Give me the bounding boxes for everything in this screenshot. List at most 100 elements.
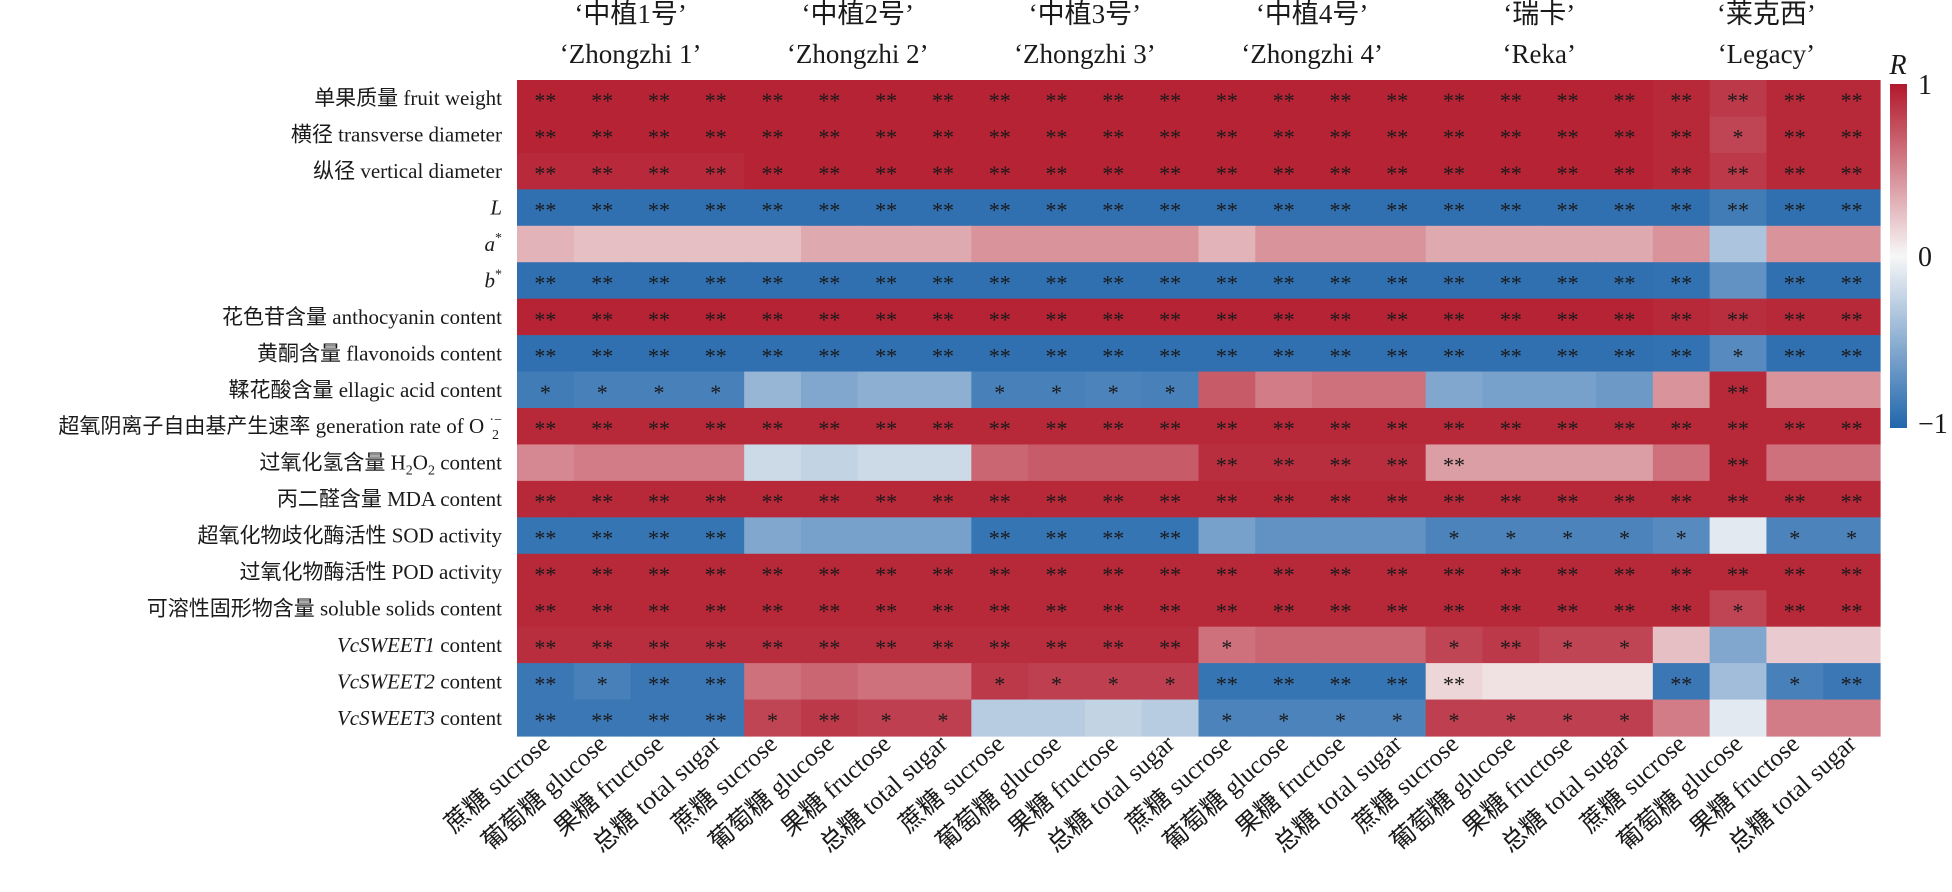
significance-mark: ** [1046, 343, 1068, 368]
heatmap-cell [687, 408, 745, 446]
significance-mark: ** [762, 343, 784, 368]
significance-mark: ** [1159, 198, 1181, 223]
heatmap-cell [800, 699, 859, 737]
significance-mark: ** [1159, 489, 1181, 514]
significance-mark: ** [534, 671, 556, 696]
heatmap-cell [857, 189, 916, 227]
significance-mark: ** [932, 562, 954, 587]
heatmap-cell [517, 480, 575, 518]
significance-mark: * [1505, 526, 1516, 551]
significance-mark: ** [875, 161, 897, 186]
row-label: 过氧化物酶活性 POD activity [240, 560, 503, 584]
heatmap-cell [857, 262, 916, 300]
significance-mark: ** [1784, 270, 1806, 295]
significance-marks: ** ** ** ** ** ** ** ** ** ** ** ** ** ** ** ** ** ** ** **… [534, 88, 1862, 733]
heatmap-cell [1312, 225, 1370, 263]
heatmap-cell [744, 152, 802, 190]
heatmap-cell [687, 189, 745, 227]
colorbar-tick-zero: 0 [1918, 242, 1932, 273]
heatmap-cell [1368, 626, 1427, 664]
significance-mark: ** [1046, 598, 1068, 623]
significance-mark: * [1562, 708, 1573, 733]
heatmap-cell [573, 152, 632, 190]
significance-mark: ** [1273, 125, 1295, 150]
heatmap-cell [971, 663, 1029, 701]
significance-mark: ** [1216, 161, 1238, 186]
significance-mark: ** [705, 562, 727, 587]
significance-mark: ** [1386, 489, 1408, 514]
heatmap-cell [1425, 189, 1484, 227]
heatmap-cell [1425, 590, 1484, 628]
heatmap-cell [971, 408, 1029, 446]
heatmap-cell [517, 517, 575, 555]
significance-mark: ** [1386, 270, 1408, 295]
significance-mark: ** [648, 198, 670, 223]
significance-mark: ** [1216, 671, 1238, 696]
significance-mark: ** [762, 562, 784, 587]
significance-mark: ** [762, 88, 784, 113]
heatmap-cell [573, 480, 632, 518]
heatmap-cell [1425, 480, 1484, 518]
significance-mark: ** [1273, 416, 1295, 441]
heatmap-cell [1141, 517, 1200, 555]
significance-mark: ** [1557, 125, 1579, 150]
significance-mark: ** [1500, 88, 1522, 113]
heatmap-cell [971, 480, 1029, 518]
significance-mark: ** [1443, 489, 1465, 514]
significance-mark: ** [1500, 198, 1522, 223]
significance-mark: ** [648, 416, 670, 441]
significance-mark: ** [1216, 307, 1238, 332]
significance-mark: ** [534, 161, 556, 186]
significance-mark: ** [989, 88, 1011, 113]
significance-mark: * [1676, 526, 1687, 551]
heatmap-cell [1766, 80, 1824, 118]
significance-mark: * [937, 708, 948, 733]
significance-mark: * [994, 380, 1005, 405]
heatmap-cell [1482, 699, 1540, 737]
significance-mark: ** [1841, 489, 1863, 514]
significance-mark: ** [1670, 88, 1692, 113]
heatmap-cell [1198, 408, 1256, 446]
significance-mark: ** [648, 88, 670, 113]
heatmap-cell [800, 444, 859, 482]
heatmap-cell [1312, 626, 1370, 664]
colorbar-tick-max: 1 [1918, 70, 1932, 101]
heatmap-cell [1482, 262, 1540, 300]
heatmap-cell [1823, 517, 1881, 555]
heatmap-cell [630, 517, 688, 555]
heatmap-cell [1255, 444, 1313, 482]
heatmap-cell [1652, 152, 1711, 190]
significance-mark: ** [1273, 343, 1295, 368]
heatmap-cell [800, 517, 859, 555]
significance-mark: ** [762, 125, 784, 150]
heatmap-cell [1255, 80, 1313, 118]
significance-mark: * [1619, 635, 1630, 660]
significance-mark: ** [1216, 598, 1238, 623]
significance-mark: ** [1557, 161, 1579, 186]
heatmap-cell [1368, 517, 1427, 555]
significance-mark: ** [1386, 416, 1408, 441]
heatmap-cell [1766, 225, 1824, 263]
significance-mark: ** [1102, 526, 1124, 551]
significance-mark: ** [1500, 307, 1522, 332]
heatmap-cell [687, 225, 745, 263]
significance-mark: ** [1557, 270, 1579, 295]
heatmap-cell [687, 116, 745, 154]
significance-mark: ** [1102, 125, 1124, 150]
heatmap-cell [971, 189, 1029, 227]
significance-mark: ** [875, 88, 897, 113]
row-label: 过氧化氢含量 H2O2 content [259, 451, 502, 479]
heatmap-cell [1596, 116, 1654, 154]
heatmap-cell [744, 408, 802, 446]
significance-mark: ** [1273, 270, 1295, 295]
heatmap-cell [857, 444, 916, 482]
significance-mark: ** [1613, 343, 1635, 368]
significance-mark: ** [818, 343, 840, 368]
heatmap-cell [1255, 553, 1313, 591]
heatmap-cell [744, 189, 802, 227]
significance-mark: ** [1557, 562, 1579, 587]
significance-mark: ** [534, 489, 556, 514]
significance-mark: ** [1216, 343, 1238, 368]
significance-mark: ** [932, 343, 954, 368]
heatmap-cell [1425, 699, 1484, 737]
